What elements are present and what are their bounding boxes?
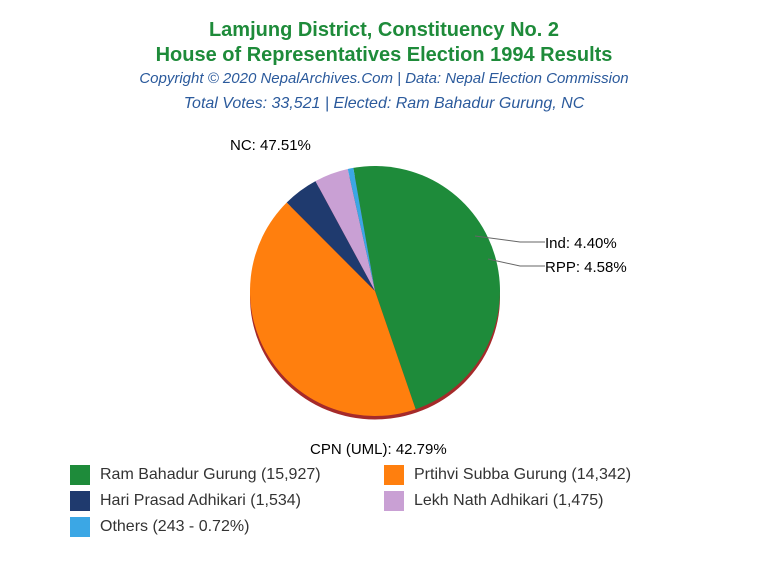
slice-label: NC: 47.51% bbox=[230, 137, 311, 154]
legend-label: Others (243 - 0.72%) bbox=[100, 518, 249, 536]
legend-item: Others (243 - 0.72%) bbox=[70, 517, 384, 537]
legend-label: Hari Prasad Adhikari (1,534) bbox=[100, 492, 301, 510]
legend-label: Prtihvi Subba Gurung (14,342) bbox=[414, 466, 631, 484]
chart-area: NC: 47.51% CPN (UML): 42.79% RPP: 4.58% Ind… bbox=[30, 119, 738, 459]
legend-swatch bbox=[70, 491, 90, 511]
legend-swatch bbox=[384, 465, 404, 485]
summary-line: Total Votes: 33,521 | Elected: Ram Bahad… bbox=[30, 93, 738, 115]
legend-item: Hari Prasad Adhikari (1,534) bbox=[70, 491, 384, 511]
title-line-1: Lamjung District, Constituency No. 2 bbox=[30, 18, 738, 43]
slice-label: CPN (UML): 42.79% bbox=[310, 441, 447, 458]
legend-item: Lekh Nath Adhikari (1,475) bbox=[384, 491, 698, 511]
legend: Ram Bahadur Gurung (15,927) Prtihvi Subba… bbox=[30, 465, 738, 543]
legend-label: Ram Bahadur Gurung (15,927) bbox=[100, 466, 321, 484]
title-line-2: House of Representatives Election 1994 R… bbox=[30, 43, 738, 68]
pie-chart bbox=[240, 161, 510, 431]
chart-container: Lamjung District, Constituency No. 2 Hou… bbox=[0, 0, 768, 576]
legend-item: Ram Bahadur Gurung (15,927) bbox=[70, 465, 384, 485]
copyright-line: Copyright © 2020 NepalArchives.Com | Dat… bbox=[30, 68, 738, 89]
title-block: Lamjung District, Constituency No. 2 Hou… bbox=[30, 18, 738, 115]
slice-label: Ind: 4.40% bbox=[545, 235, 617, 252]
slice-label: RPP: 4.58% bbox=[545, 259, 627, 276]
legend-swatch bbox=[70, 465, 90, 485]
legend-swatch bbox=[70, 517, 90, 537]
legend-label: Lekh Nath Adhikari (1,475) bbox=[414, 492, 603, 510]
legend-swatch bbox=[384, 491, 404, 511]
legend-item: Prtihvi Subba Gurung (14,342) bbox=[384, 465, 698, 485]
